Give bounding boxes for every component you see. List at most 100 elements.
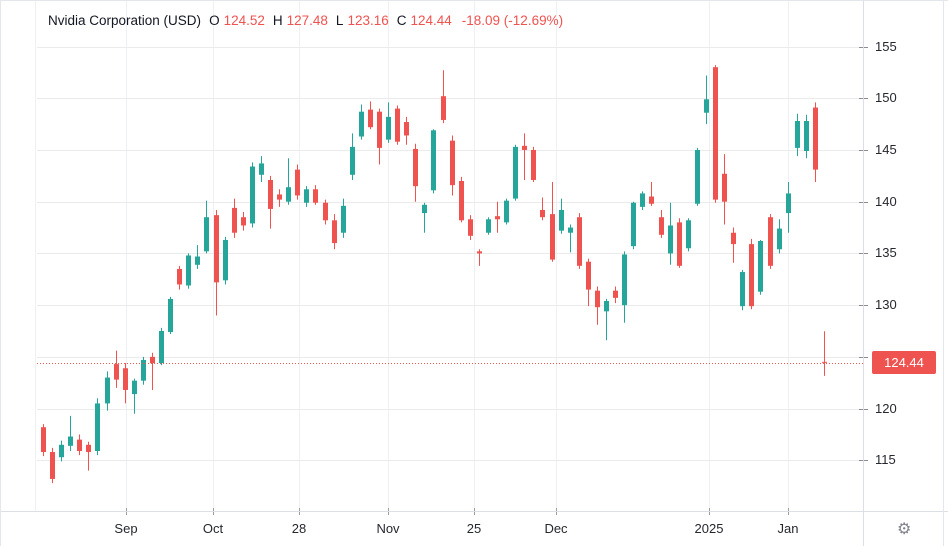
candle — [105, 371, 110, 411]
candle — [677, 218, 682, 268]
candle — [431, 129, 436, 194]
candle — [604, 298, 609, 341]
last-price-label: 124.44 — [872, 351, 936, 375]
candle — [804, 114, 809, 159]
candle — [686, 218, 691, 252]
candle — [495, 201, 500, 233]
candle — [795, 113, 800, 157]
settings-gear-icon[interactable]: ⚙ — [897, 521, 912, 538]
candle — [50, 447, 55, 484]
candle — [631, 201, 636, 250]
candle — [259, 156, 264, 183]
candle — [468, 215, 473, 240]
candle — [77, 434, 82, 456]
candle — [177, 265, 182, 290]
candle — [313, 185, 318, 205]
candle — [214, 209, 219, 316]
time-axis-border — [1, 511, 948, 512]
candle — [740, 269, 745, 311]
time-tick-label: Oct — [202, 521, 224, 536]
close-label: C — [396, 13, 407, 28]
price-tick-label: 115 — [859, 452, 896, 468]
candle — [223, 236, 228, 285]
candle — [168, 296, 173, 335]
candle — [386, 102, 391, 143]
candle — [59, 440, 64, 462]
candle — [768, 214, 773, 269]
candle — [450, 135, 455, 196]
candle — [477, 249, 482, 266]
candle — [649, 182, 654, 206]
widget-right-border — [943, 1, 944, 546]
price-tick-label: 145 — [859, 142, 897, 158]
horizontal-gridlines — [37, 47, 863, 461]
candle — [186, 253, 191, 289]
candle — [513, 144, 518, 201]
candle — [350, 133, 355, 180]
candle — [722, 154, 727, 225]
low-label: L — [335, 13, 344, 28]
price-tick-label: 140 — [859, 194, 897, 210]
candle — [368, 101, 373, 130]
candle — [777, 219, 782, 254]
candle — [422, 202, 427, 233]
candle — [786, 182, 791, 233]
candle — [586, 258, 591, 307]
price-tick-label: 155 — [859, 39, 897, 55]
time-tick-label: 2025 — [694, 521, 724, 536]
candle — [132, 378, 137, 414]
price-axis[interactable]: 124.44 155150145140135130125120115 — [859, 1, 948, 511]
candle — [195, 245, 200, 269]
candle — [268, 175, 273, 229]
time-axis[interactable]: Sep Oct 28 Nov 25 Dec 2025 Jan — [1, 508, 863, 546]
candle — [404, 116, 409, 145]
axis-corner: ⚙ — [864, 512, 943, 546]
time-tick-label: Jan — [777, 521, 799, 536]
candle — [613, 286, 618, 304]
candle — [286, 158, 291, 205]
candle — [550, 182, 555, 262]
candlestick-chart[interactable] — [1, 1, 863, 511]
candle — [295, 164, 300, 200]
price-tick-label: 130 — [859, 297, 897, 313]
candle — [150, 352, 155, 390]
low-value: 123.16 — [347, 13, 389, 28]
candle — [731, 227, 736, 263]
time-tick-label: Dec — [544, 521, 568, 536]
open-value: 124.52 — [223, 13, 265, 28]
candle — [304, 186, 309, 207]
candle — [577, 213, 582, 269]
candle — [323, 199, 328, 225]
candle — [622, 251, 627, 323]
time-tick-label: 28 — [291, 521, 307, 536]
candle — [822, 331, 827, 376]
candles-series — [41, 65, 827, 484]
candle — [441, 70, 446, 124]
candle — [749, 238, 754, 310]
time-tick-label: Nov — [376, 521, 400, 536]
candle — [713, 65, 718, 203]
candle — [640, 191, 645, 210]
candle — [250, 162, 255, 228]
candle — [232, 198, 237, 238]
price-tick-label: 135 — [859, 245, 897, 261]
symbol-title: Nvidia Corporation (USD) — [48, 13, 202, 28]
candle — [695, 147, 700, 206]
candle — [341, 198, 346, 238]
candle — [241, 212, 246, 231]
candle — [332, 214, 337, 250]
candle — [86, 441, 91, 471]
candle — [459, 176, 464, 223]
price-tick-label: 120 — [859, 401, 897, 417]
price-axis-border — [863, 1, 864, 546]
candle — [204, 200, 209, 254]
candle — [377, 108, 382, 165]
candle — [522, 133, 527, 180]
candle — [813, 102, 818, 183]
candle — [277, 189, 282, 207]
candle — [758, 239, 763, 295]
candle — [568, 224, 573, 253]
candle — [68, 415, 73, 451]
candle — [413, 143, 418, 202]
